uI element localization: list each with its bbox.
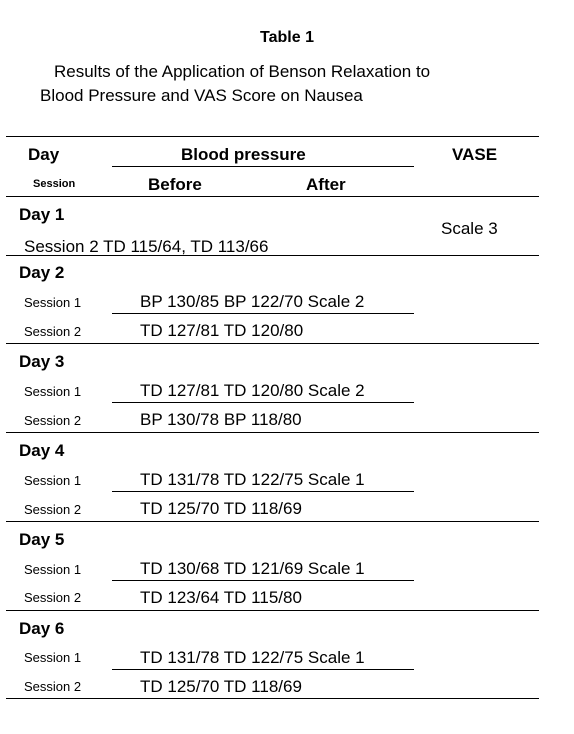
session-label: Session 1 bbox=[24, 562, 82, 577]
session-label: Session 2 bbox=[24, 413, 82, 428]
session-values: TD 131/78 TD 122/75 Scale 1 bbox=[140, 648, 365, 667]
day-label: Day 1 bbox=[19, 205, 65, 224]
session-values: TD 130/68 TD 121/69 Scale 1 bbox=[140, 559, 365, 578]
session-values: TD 125/70 TD 118/69 bbox=[140, 677, 302, 696]
session-values: TD 125/70 TD 118/69 bbox=[140, 499, 302, 518]
session-label: Session 1 bbox=[24, 295, 82, 310]
day-label: Day 5 bbox=[19, 530, 65, 549]
session-values: TD 131/78 TD 122/75 Scale 1 bbox=[140, 470, 365, 489]
session-rule bbox=[112, 313, 414, 314]
table-bottom-rule bbox=[6, 698, 539, 699]
session-row-text: Session 2 TD 115/64, TD 113/66 bbox=[24, 237, 269, 256]
session-values: TD 127/81 TD 120/80 Scale 2 bbox=[140, 381, 365, 400]
table-title: Table 1 bbox=[260, 29, 314, 46]
day-label: Day 6 bbox=[19, 619, 65, 638]
header-blood-pressure: Blood pressure bbox=[181, 145, 306, 164]
header-subrule bbox=[112, 166, 414, 167]
session-rule bbox=[112, 491, 414, 492]
session-values: TD 127/81 TD 120/80 bbox=[140, 321, 304, 340]
session-label: Session 2 bbox=[24, 590, 82, 605]
session-label: Session 1 bbox=[24, 473, 82, 488]
session-values: BP 130/85 BP 122/70 Scale 2 bbox=[140, 292, 365, 311]
session-values: TD 123/64 TD 115/80 bbox=[140, 588, 302, 607]
session-rule bbox=[112, 580, 414, 581]
day-label: Day 3 bbox=[19, 352, 65, 371]
header-before: Before bbox=[148, 175, 202, 194]
table-top-rule bbox=[6, 136, 539, 137]
day-separator-rule bbox=[6, 610, 539, 611]
header-session: Session bbox=[33, 178, 76, 190]
table-caption-line-2: Blood Pressure and VAS Score on Nausea bbox=[40, 86, 363, 105]
day-separator-rule bbox=[6, 255, 539, 256]
header-vase: VASE bbox=[452, 145, 498, 164]
day-separator-rule bbox=[6, 432, 539, 433]
day-block bbox=[0, 0, 574, 89]
session-values: BP 130/78 BP 118/80 bbox=[140, 410, 302, 429]
session-label: Session 2 bbox=[24, 679, 82, 694]
header-day: Day bbox=[28, 145, 60, 164]
session-label: Session 2 bbox=[24, 502, 82, 517]
day-separator-rule bbox=[6, 521, 539, 522]
session-label: Session 1 bbox=[24, 650, 82, 665]
table-caption-line-1: Results of the Application of Benson Rel… bbox=[54, 62, 431, 81]
day-label: Day 4 bbox=[19, 441, 65, 460]
header-bottom-rule bbox=[6, 196, 539, 197]
session-label: Session 1 bbox=[24, 384, 82, 399]
header-after: After bbox=[306, 175, 346, 194]
vase-value: Scale 3 bbox=[441, 219, 498, 238]
day-label: Day 2 bbox=[19, 263, 65, 282]
day-separator-rule bbox=[6, 343, 539, 344]
session-rule bbox=[112, 402, 414, 403]
session-label: Session 2 bbox=[24, 324, 82, 339]
session-rule bbox=[112, 669, 414, 670]
